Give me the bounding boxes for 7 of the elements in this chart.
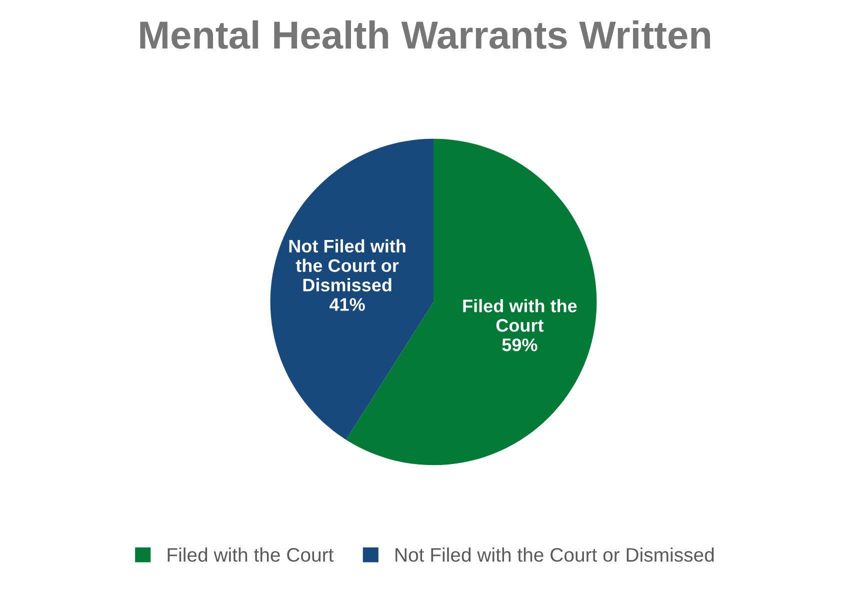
slice-label: Filed with the Court [463,299,577,332]
legend-label: Not Filed with the Court or Dismissed [396,547,714,562]
slice-label: Not Filed with the Court or Dismissed [289,239,406,292]
data-label: 59% [502,338,538,352]
chart-title: Mental Health Warrants Written [140,20,710,49]
data-label: 41% [330,298,365,311]
legend-label: Filed with the Court [168,547,334,562]
